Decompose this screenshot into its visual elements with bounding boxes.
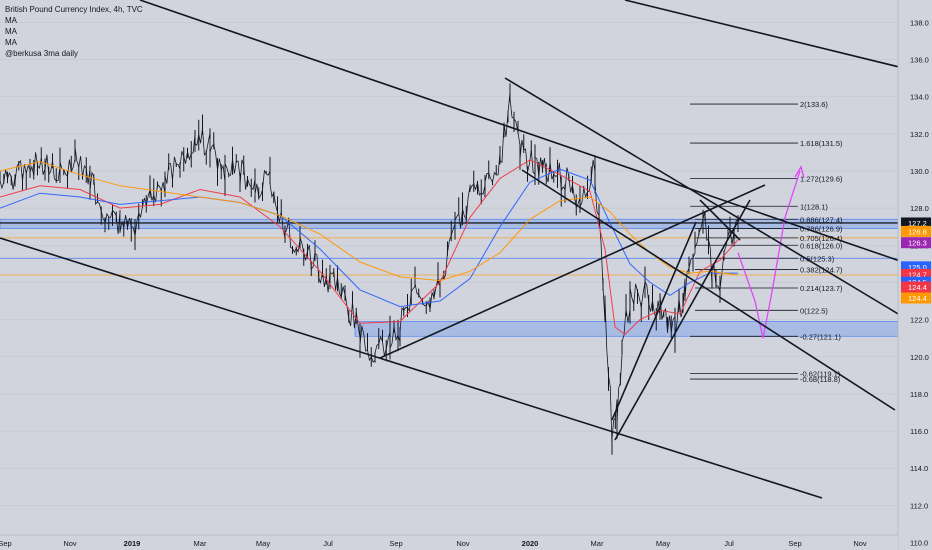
- moving-average-line: [0, 168, 738, 308]
- y-tick-label: 116.0: [910, 427, 928, 436]
- fib-level-label: 0.214(123.7): [800, 284, 843, 293]
- fib-level-label: 0.382(124.7): [800, 265, 843, 274]
- fib-level-label: 1(128.1): [800, 202, 828, 211]
- moving-average-line: [0, 159, 739, 336]
- x-tick-label: Nov: [456, 539, 470, 548]
- fib-level-label: 1.618(131.5): [800, 139, 843, 148]
- x-tick-label: Sep: [788, 539, 801, 548]
- fib-level-label: -0.62(119.1): [800, 369, 841, 378]
- x-tick-label: Nov: [63, 539, 77, 548]
- chart-title: British Pound Currency Index, 4h, TVC: [5, 5, 143, 14]
- indicator-label: MA: [5, 38, 17, 47]
- x-tick-label: Mar: [591, 539, 604, 548]
- price-label-text: 125.0: [908, 263, 927, 272]
- indicator-label: @berkusa 3ma daily: [5, 49, 79, 58]
- trend-line: [624, 0, 932, 76]
- fib-level-label: 0.618(126.0): [800, 241, 843, 250]
- price-label-box: [901, 237, 931, 249]
- x-tick-label: 2020: [522, 539, 539, 548]
- price-label-text: 124.7: [908, 270, 927, 279]
- price-label-text: 126.8: [908, 227, 927, 236]
- x-tick-label: Mar: [194, 539, 207, 548]
- fib-level-label: 2(133.6): [800, 100, 828, 109]
- fib-level-label: 0(122.5): [800, 306, 828, 315]
- y-tick-label: 112.0: [910, 501, 928, 510]
- trend-line: [521, 169, 896, 411]
- x-tick-label: Jul: [724, 539, 734, 548]
- y-tick-label: 138.0: [910, 18, 929, 27]
- price-series-line: [0, 92, 739, 446]
- y-tick-label: 122.0: [910, 316, 929, 325]
- x-tick-label: Sep: [0, 539, 12, 548]
- indicator-label: MA: [5, 27, 17, 36]
- y-tick-label: 134.0: [910, 93, 929, 102]
- y-tick-label: 118.0: [910, 390, 928, 399]
- price-label-box: [901, 261, 931, 273]
- fib-level-label: -0.68(118.8): [800, 375, 841, 384]
- y-tick-label: 120.0: [910, 353, 929, 362]
- fib-level-label: 0.5(125.3): [800, 254, 835, 263]
- x-tick-label: May: [256, 539, 270, 548]
- indicator-label: MA: [5, 16, 17, 25]
- fib-level-label: 1.272(129.6): [800, 174, 843, 183]
- y-tick-label: 128.0: [910, 204, 929, 213]
- fib-level-label: 0.886(127.4): [800, 215, 843, 224]
- price-label-text: 124.4: [908, 294, 927, 303]
- trend-line: [611, 221, 697, 421]
- trend-line: [139, 0, 932, 273]
- price-label-box: [901, 292, 931, 304]
- price-label-box: [901, 225, 931, 237]
- chart-legend: British Pound Currency Index, 4h, TVC MA…: [5, 4, 143, 59]
- y-tick-label: 110.0: [910, 539, 928, 548]
- x-tick-label: 2019: [124, 539, 141, 548]
- y-tick-label: 132.0: [910, 130, 929, 139]
- x-tick-label: Jul: [323, 539, 333, 548]
- y-tick-label: 114.0: [910, 464, 928, 473]
- price-label-box: [901, 217, 931, 229]
- fib-level-label: 0.786(126.9): [800, 225, 843, 234]
- fib-level-label: 0.705(126.4): [800, 234, 843, 243]
- price-label-text: 126.3: [908, 239, 927, 248]
- x-tick-label: Sep: [389, 539, 402, 548]
- x-tick-label: Nov: [853, 539, 867, 548]
- projection-path: [737, 170, 801, 339]
- y-tick-label: 136.0: [910, 55, 929, 64]
- trend-line: [0, 237, 823, 499]
- price-label-text: 127.2: [908, 219, 927, 228]
- price-label-box: [901, 281, 931, 293]
- price-label-box: [901, 268, 931, 280]
- time-axis: [0, 535, 898, 550]
- trend-line: [614, 199, 751, 441]
- trend-line: [504, 77, 906, 319]
- trend-line: [699, 199, 741, 241]
- fib-level-label: -0.27(121.1): [800, 332, 841, 341]
- price-label-text: 124.4: [908, 283, 927, 292]
- projection-arrowhead: [794, 165, 805, 179]
- trend-line: [379, 184, 766, 359]
- x-tick-label: May: [656, 539, 670, 548]
- y-tick-label: 130.0: [910, 167, 929, 176]
